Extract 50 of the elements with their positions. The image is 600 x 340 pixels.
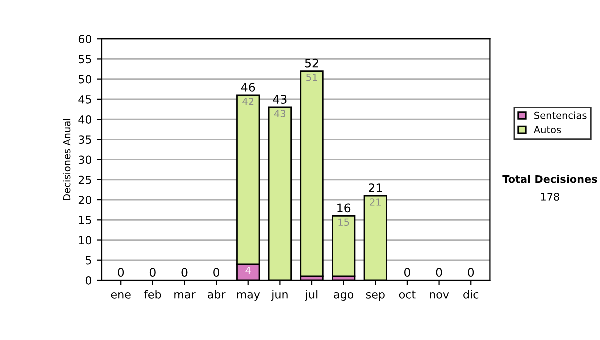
total-label: 0: [182, 268, 188, 278]
legend-label: Sentencias: [534, 112, 587, 120]
bar: [332, 215, 356, 278]
y-tick-label: 30: [78, 156, 92, 164]
y-tick-label: 15: [79, 216, 92, 225]
data-label: 21: [370, 198, 381, 206]
data-label: 51: [306, 74, 318, 82]
x-tick-label: ene: [111, 292, 131, 299]
text: Total Decisiones: [502, 175, 598, 184]
y-tick-label: 50: [78, 75, 92, 84]
y-tick-label: 40: [78, 116, 92, 124]
total-label: 0: [150, 268, 156, 278]
y-tick-label: 60: [78, 35, 92, 44]
bar: [300, 70, 324, 278]
data-label: 4: [246, 267, 251, 274]
x-tick-label: sep: [366, 292, 385, 301]
x-tick-label: jun: [271, 290, 288, 301]
x-tick-label: mar: [174, 292, 196, 299]
total-label: 46: [241, 83, 256, 92]
x-tick-label: nov: [430, 292, 450, 299]
data-label: 15: [338, 218, 350, 226]
x-tick-label: abr: [208, 290, 226, 299]
y-tick-label: 45: [78, 96, 92, 104]
x-tick-label: ago: [334, 292, 354, 301]
total-label: 52: [305, 58, 318, 68]
data-label: 42: [242, 98, 254, 106]
text: 178: [541, 193, 560, 201]
total-label: 0: [436, 268, 442, 278]
x-tick-label: jul: [305, 290, 318, 301]
total-label: 16: [338, 204, 351, 213]
x-tick-label: oct: [399, 290, 416, 299]
y-tick-label: 20: [78, 196, 92, 204]
legend-label: Autos: [534, 126, 562, 134]
total-label: 0: [468, 268, 474, 278]
total-label: 43: [273, 95, 287, 104]
data-label: 43: [274, 110, 286, 118]
total-label: 21: [369, 184, 382, 192]
x-tick-label: feb: [144, 290, 162, 299]
total-label: 0: [404, 268, 410, 278]
x-tick-label: dic: [464, 290, 479, 299]
y-tick-label: 35: [78, 136, 92, 144]
y-tick-label: 5: [86, 256, 92, 265]
y-tick-label: 0: [86, 276, 92, 285]
total-label: 0: [118, 268, 124, 278]
y-tick-label: 55: [78, 55, 92, 64]
y-tick-label: 25: [78, 176, 92, 184]
x-tick-label: may: [237, 292, 260, 301]
total-label: 0: [214, 268, 220, 278]
y-axis-title: Decisiones Anual: [63, 119, 71, 200]
y-tick-label: 10: [79, 236, 92, 245]
